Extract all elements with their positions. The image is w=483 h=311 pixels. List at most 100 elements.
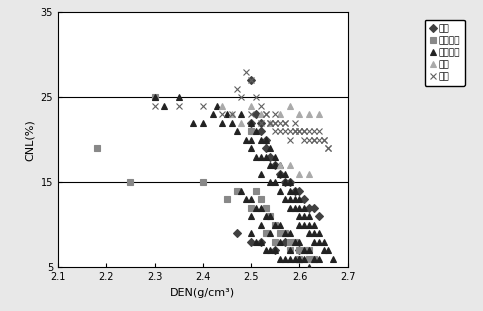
礁状砂岩 [224,197,230,201]
礁状砂岩 [128,181,133,184]
泥岩 [282,130,288,133]
泥岩 [263,113,269,116]
含礁砂岩 [219,121,225,125]
泥岩 [248,79,254,82]
泥岩 [272,113,278,116]
Line: 礁岩: 礁岩 [234,78,322,253]
礁岩 [282,181,288,184]
泥岩 [306,130,312,133]
礁状砂岩 [306,248,312,252]
礁岩 [248,79,254,82]
礁状砂岩 [263,232,269,235]
泥岩 [152,104,157,108]
泥岩 [219,113,225,116]
泥岩 [287,130,293,133]
泥岩 [239,95,244,99]
泥岩 [282,121,288,125]
泥岩 [277,130,283,133]
砂岩 [306,113,312,116]
礁状砂岩 [234,189,240,193]
泥岩 [311,138,317,142]
泥岩 [268,121,273,125]
砂岩 [316,113,322,116]
砂岩 [277,113,283,116]
砂岩 [268,121,273,125]
X-axis label: DEN(g/cm³): DEN(g/cm³) [170,288,235,298]
泥岩 [292,130,298,133]
砂岩 [277,164,283,167]
礁状砂岩 [277,232,283,235]
礁岩 [306,206,312,210]
礁岩 [282,240,288,244]
Line: 礁状砂岩: 礁状砂岩 [93,94,317,262]
礁岩 [301,197,307,201]
泥岩 [272,130,278,133]
礁岩 [248,240,254,244]
礁岩 [287,181,293,184]
砂岩 [287,164,293,167]
泥岩 [301,130,307,133]
砂岩 [219,104,225,108]
砂岩 [258,113,264,116]
泥岩 [272,121,278,125]
Legend: 礁岩, 礁状砂岩, 含礁砂岩, 砂岩, 泥岩: 礁岩, 礁状砂岩, 含礁砂岩, 砂岩, 泥岩 [425,20,465,86]
含礁砂岩 [306,266,312,269]
Line: 砂岩: 砂岩 [219,103,322,177]
泥岩 [287,138,293,142]
礁状砂岩 [268,215,273,218]
泥岩 [316,130,322,133]
泥岩 [297,130,302,133]
砂岩 [297,172,302,176]
礁状砂岩 [272,223,278,227]
礁状砂岩 [301,248,307,252]
泥岩 [272,121,278,125]
礁状砂岩 [297,257,302,261]
礁岩 [316,215,322,218]
泥岩 [321,138,327,142]
礁岩 [311,206,317,210]
泥岩 [282,121,288,125]
礁岩 [292,189,298,193]
泥岩 [297,130,302,133]
礁岩 [263,146,269,150]
泥岩 [301,130,307,133]
泥岩 [311,130,317,133]
礁状砂岩 [94,146,99,150]
礁岩 [258,130,264,133]
礁岩 [253,113,259,116]
礁状砂岩 [287,248,293,252]
泥岩 [200,104,206,108]
礁岩 [263,138,269,142]
泥岩 [316,138,322,142]
礁状砂岩 [152,95,157,99]
含礁砂岩 [268,181,273,184]
泥岩 [176,104,182,108]
泥岩 [326,146,331,150]
泥岩 [258,121,264,125]
砂岩 [248,104,254,108]
泥岩 [292,121,298,125]
泥岩 [326,146,331,150]
礁岩 [277,172,283,176]
泥岩 [248,113,254,116]
含礁砂岩 [316,232,322,235]
泥岩 [306,138,312,142]
礁岩 [272,164,278,167]
泥岩 [311,138,317,142]
泥岩 [229,113,235,116]
礁状砂岩 [311,257,317,261]
Line: 泥岩: 泥岩 [151,68,332,152]
礁状砂岩 [282,232,288,235]
Y-axis label: CNL(%): CNL(%) [25,119,35,161]
含礁砂岩 [152,95,157,99]
砂岩 [297,113,302,116]
礁状砂岩 [248,206,254,210]
礁岩 [234,232,240,235]
砂岩 [239,121,244,125]
砂岩 [287,104,293,108]
泥岩 [234,87,240,91]
礁状砂岩 [263,206,269,210]
礁状砂岩 [248,130,254,133]
泥岩 [301,138,307,142]
Line: 含礁砂岩: 含礁砂岩 [151,94,337,271]
